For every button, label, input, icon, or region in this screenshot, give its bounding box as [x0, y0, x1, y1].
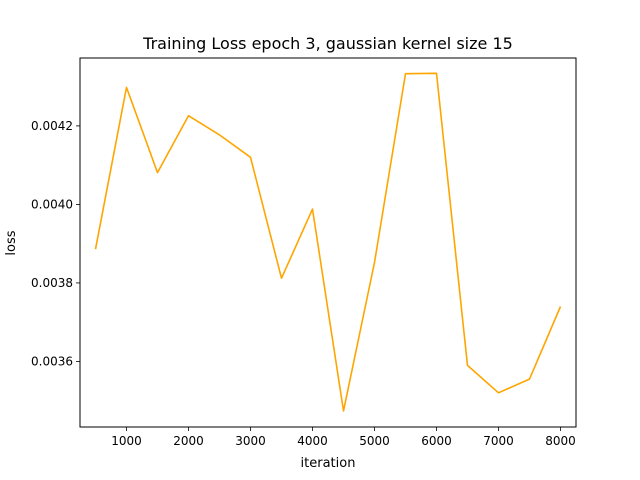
x-tick-label: 1000 [111, 434, 142, 448]
x-tick-label: 3000 [235, 434, 266, 448]
x-tick-label: 2000 [173, 434, 204, 448]
x-axis: 1000 2000 3000 4000 5000 6000 7000 8000 [111, 427, 576, 448]
plot-area [94, 72, 562, 412]
plot-frame [79, 57, 577, 428]
x-tick-label: 7000 [483, 434, 514, 448]
y-tick-label: 0.0040 [31, 197, 73, 211]
loss-series-line [94, 72, 562, 412]
chart-title: Training Loss epoch 3, gaussian kernel s… [142, 34, 513, 53]
x-axis-label: iteration [301, 456, 356, 471]
y-axis-label: loss [4, 230, 19, 255]
x-tick-label: 4000 [297, 434, 328, 448]
x-tick-label: 8000 [545, 434, 576, 448]
x-tick-label: 6000 [421, 434, 452, 448]
x-tick-label: 5000 [359, 434, 390, 448]
y-axis: 0.0036 0.0038 0.0040 0.0042 [31, 119, 80, 368]
y-tick-label: 0.0036 [31, 354, 73, 368]
y-tick-label: 0.0038 [31, 276, 73, 290]
y-tick-label: 0.0042 [31, 119, 73, 133]
